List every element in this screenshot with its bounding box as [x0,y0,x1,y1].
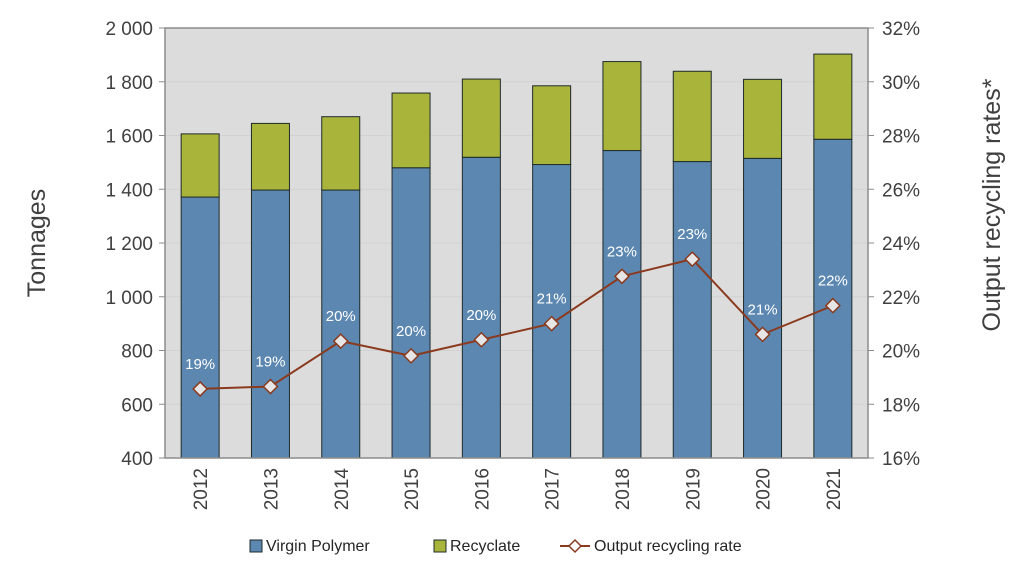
x-tick-label: 2018 [613,468,634,510]
y-tick-label: 1 000 [105,288,153,309]
line-marker [402,347,420,364]
x-tick-label: 2014 [332,468,353,511]
bar-virgin-polymer [532,164,572,459]
x-tick-label: 2021 [824,468,845,510]
y2-tick-label: 30% [882,73,920,94]
line-output-recycling-rate [200,258,834,390]
data-label: 19% [185,356,215,373]
bar-virgin-polymer [602,150,642,459]
bar-recyclate [461,78,501,158]
line-marker [332,333,349,350]
bar-recyclate [391,92,431,169]
bar-recyclate [743,78,783,159]
data-label: 19% [255,354,285,371]
y-tick-label: 1 800 [105,73,153,94]
data-label: 22% [818,273,848,290]
y2-tick-label: 32% [882,19,920,40]
y2-tick-label: 18% [882,395,920,416]
x-tick-label: 2020 [754,468,775,510]
bar-recyclate [250,122,290,191]
legend-swatch-recyclate [433,539,447,553]
bar-recyclate [532,85,572,166]
y2-tick-label: 22% [882,288,920,309]
line-marker [262,378,279,395]
y-tick-label: 600 [121,395,153,416]
bar-virgin-polymer [672,161,712,459]
bar-recyclate [813,53,853,140]
legend-label-virgin-polymer: Virgin Polymer [266,538,370,555]
line-marker [543,315,560,332]
data-label: 21% [537,291,567,308]
legend-swatch-virgin-polymer [249,539,263,553]
y2-tick-label: 20% [882,342,920,363]
y-tick-label: 1 600 [105,127,153,148]
y-axis-title: Tonnages [23,189,51,297]
line-marker [192,380,209,397]
data-label: 23% [607,243,637,260]
y-tick-label: 800 [121,342,153,363]
bar-recyclate [672,70,712,163]
legend-label-output-recycling-rate: Output recycling rate [594,538,742,555]
x-tick-label: 2013 [261,468,282,510]
y-tick-label: 1 400 [105,180,153,201]
bar-virgin-polymer [180,196,220,459]
x-tick-label: 2019 [683,468,704,510]
legend-marker-output-recycling-rate [567,538,583,554]
data-label: 20% [326,308,356,325]
plot-border [164,27,869,459]
x-tick-label: 2015 [402,468,423,510]
line-marker [473,331,490,348]
bar-virgin-polymer [391,167,431,459]
y2-tick-label: 24% [882,234,920,255]
bar-virgin-polymer [250,189,290,459]
data-label: 21% [748,301,778,318]
y-tick-label: 1 200 [105,234,153,255]
y2-tick-label: 28% [882,127,920,148]
line-marker [613,268,631,285]
data-label: 20% [396,323,426,340]
y2-tick-label: 26% [882,180,920,201]
data-label: 20% [466,307,496,324]
y-tick-label: 400 [121,449,153,470]
legend-label-recyclate: Recyclate [450,538,520,555]
x-tick-label: 2012 [191,468,212,510]
x-tick-label: 2017 [543,468,564,510]
legend: Virgin Polymer Recyclate Output recycling … [249,538,742,555]
x-tick-label: 2016 [472,468,493,510]
bar-recyclate [180,133,220,198]
line-marker [754,326,771,343]
line-marker [824,297,841,314]
line-marker [684,251,701,268]
bar-virgin-polymer [321,189,361,459]
y2-axis-title: Output recycling rates* [978,78,1006,331]
y-tick-label: 2 000 [105,19,153,40]
y2-tick-label: 16% [882,449,920,470]
bar-recyclate [321,116,361,191]
bar-recyclate [602,61,642,152]
data-label: 23% [677,226,707,243]
